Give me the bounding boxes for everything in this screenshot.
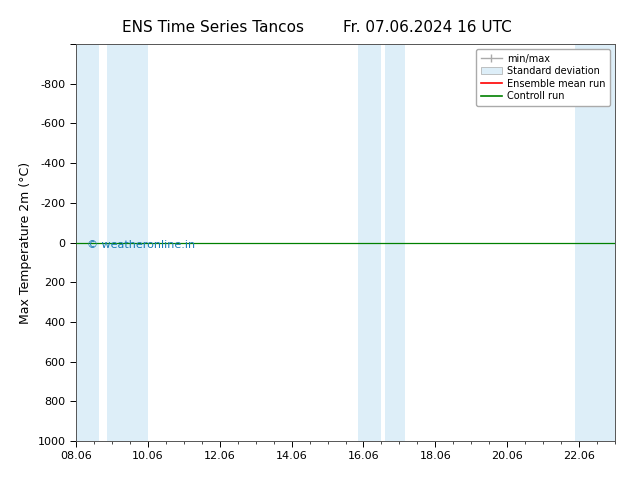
Bar: [385, 44, 404, 441]
Bar: [76, 44, 100, 441]
Text: © weatheronline.in: © weatheronline.in: [87, 240, 195, 250]
Bar: [358, 44, 382, 441]
Bar: [107, 44, 148, 441]
Text: ENS Time Series Tancos        Fr. 07.06.2024 16 UTC: ENS Time Series Tancos Fr. 07.06.2024 16…: [122, 20, 512, 35]
Y-axis label: Max Temperature 2m (°C): Max Temperature 2m (°C): [19, 162, 32, 323]
Legend: min/max, Standard deviation, Ensemble mean run, Controll run: min/max, Standard deviation, Ensemble me…: [476, 49, 610, 106]
Bar: [576, 44, 615, 441]
